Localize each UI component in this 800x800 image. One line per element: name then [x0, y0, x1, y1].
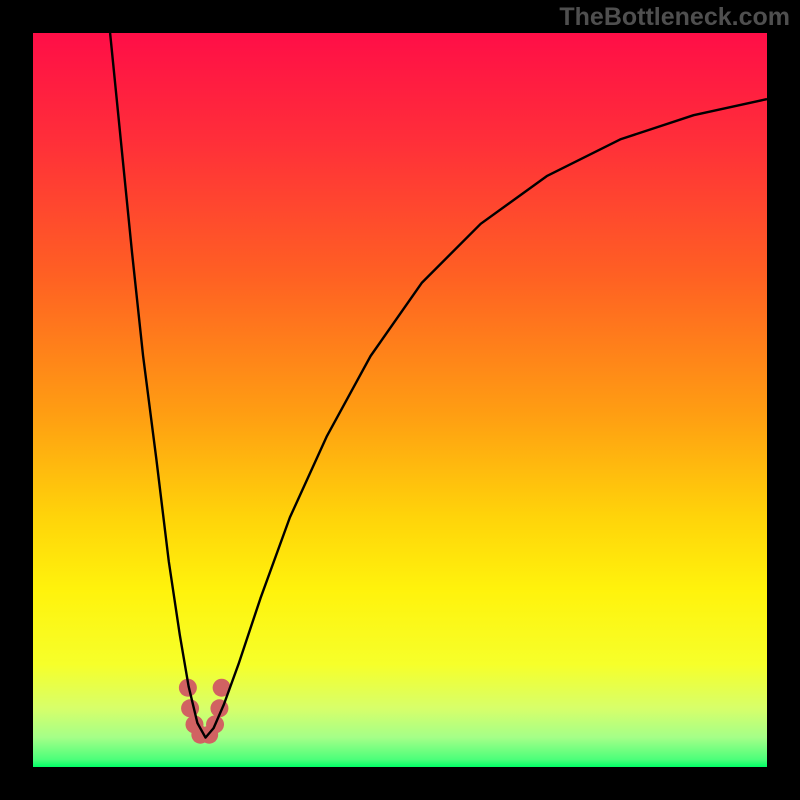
chart-svg — [0, 0, 800, 800]
chart-frame: TheBottleneck.com — [0, 0, 800, 800]
watermark: TheBottleneck.com — [559, 3, 790, 32]
bottleneck-curve — [110, 33, 767, 738]
